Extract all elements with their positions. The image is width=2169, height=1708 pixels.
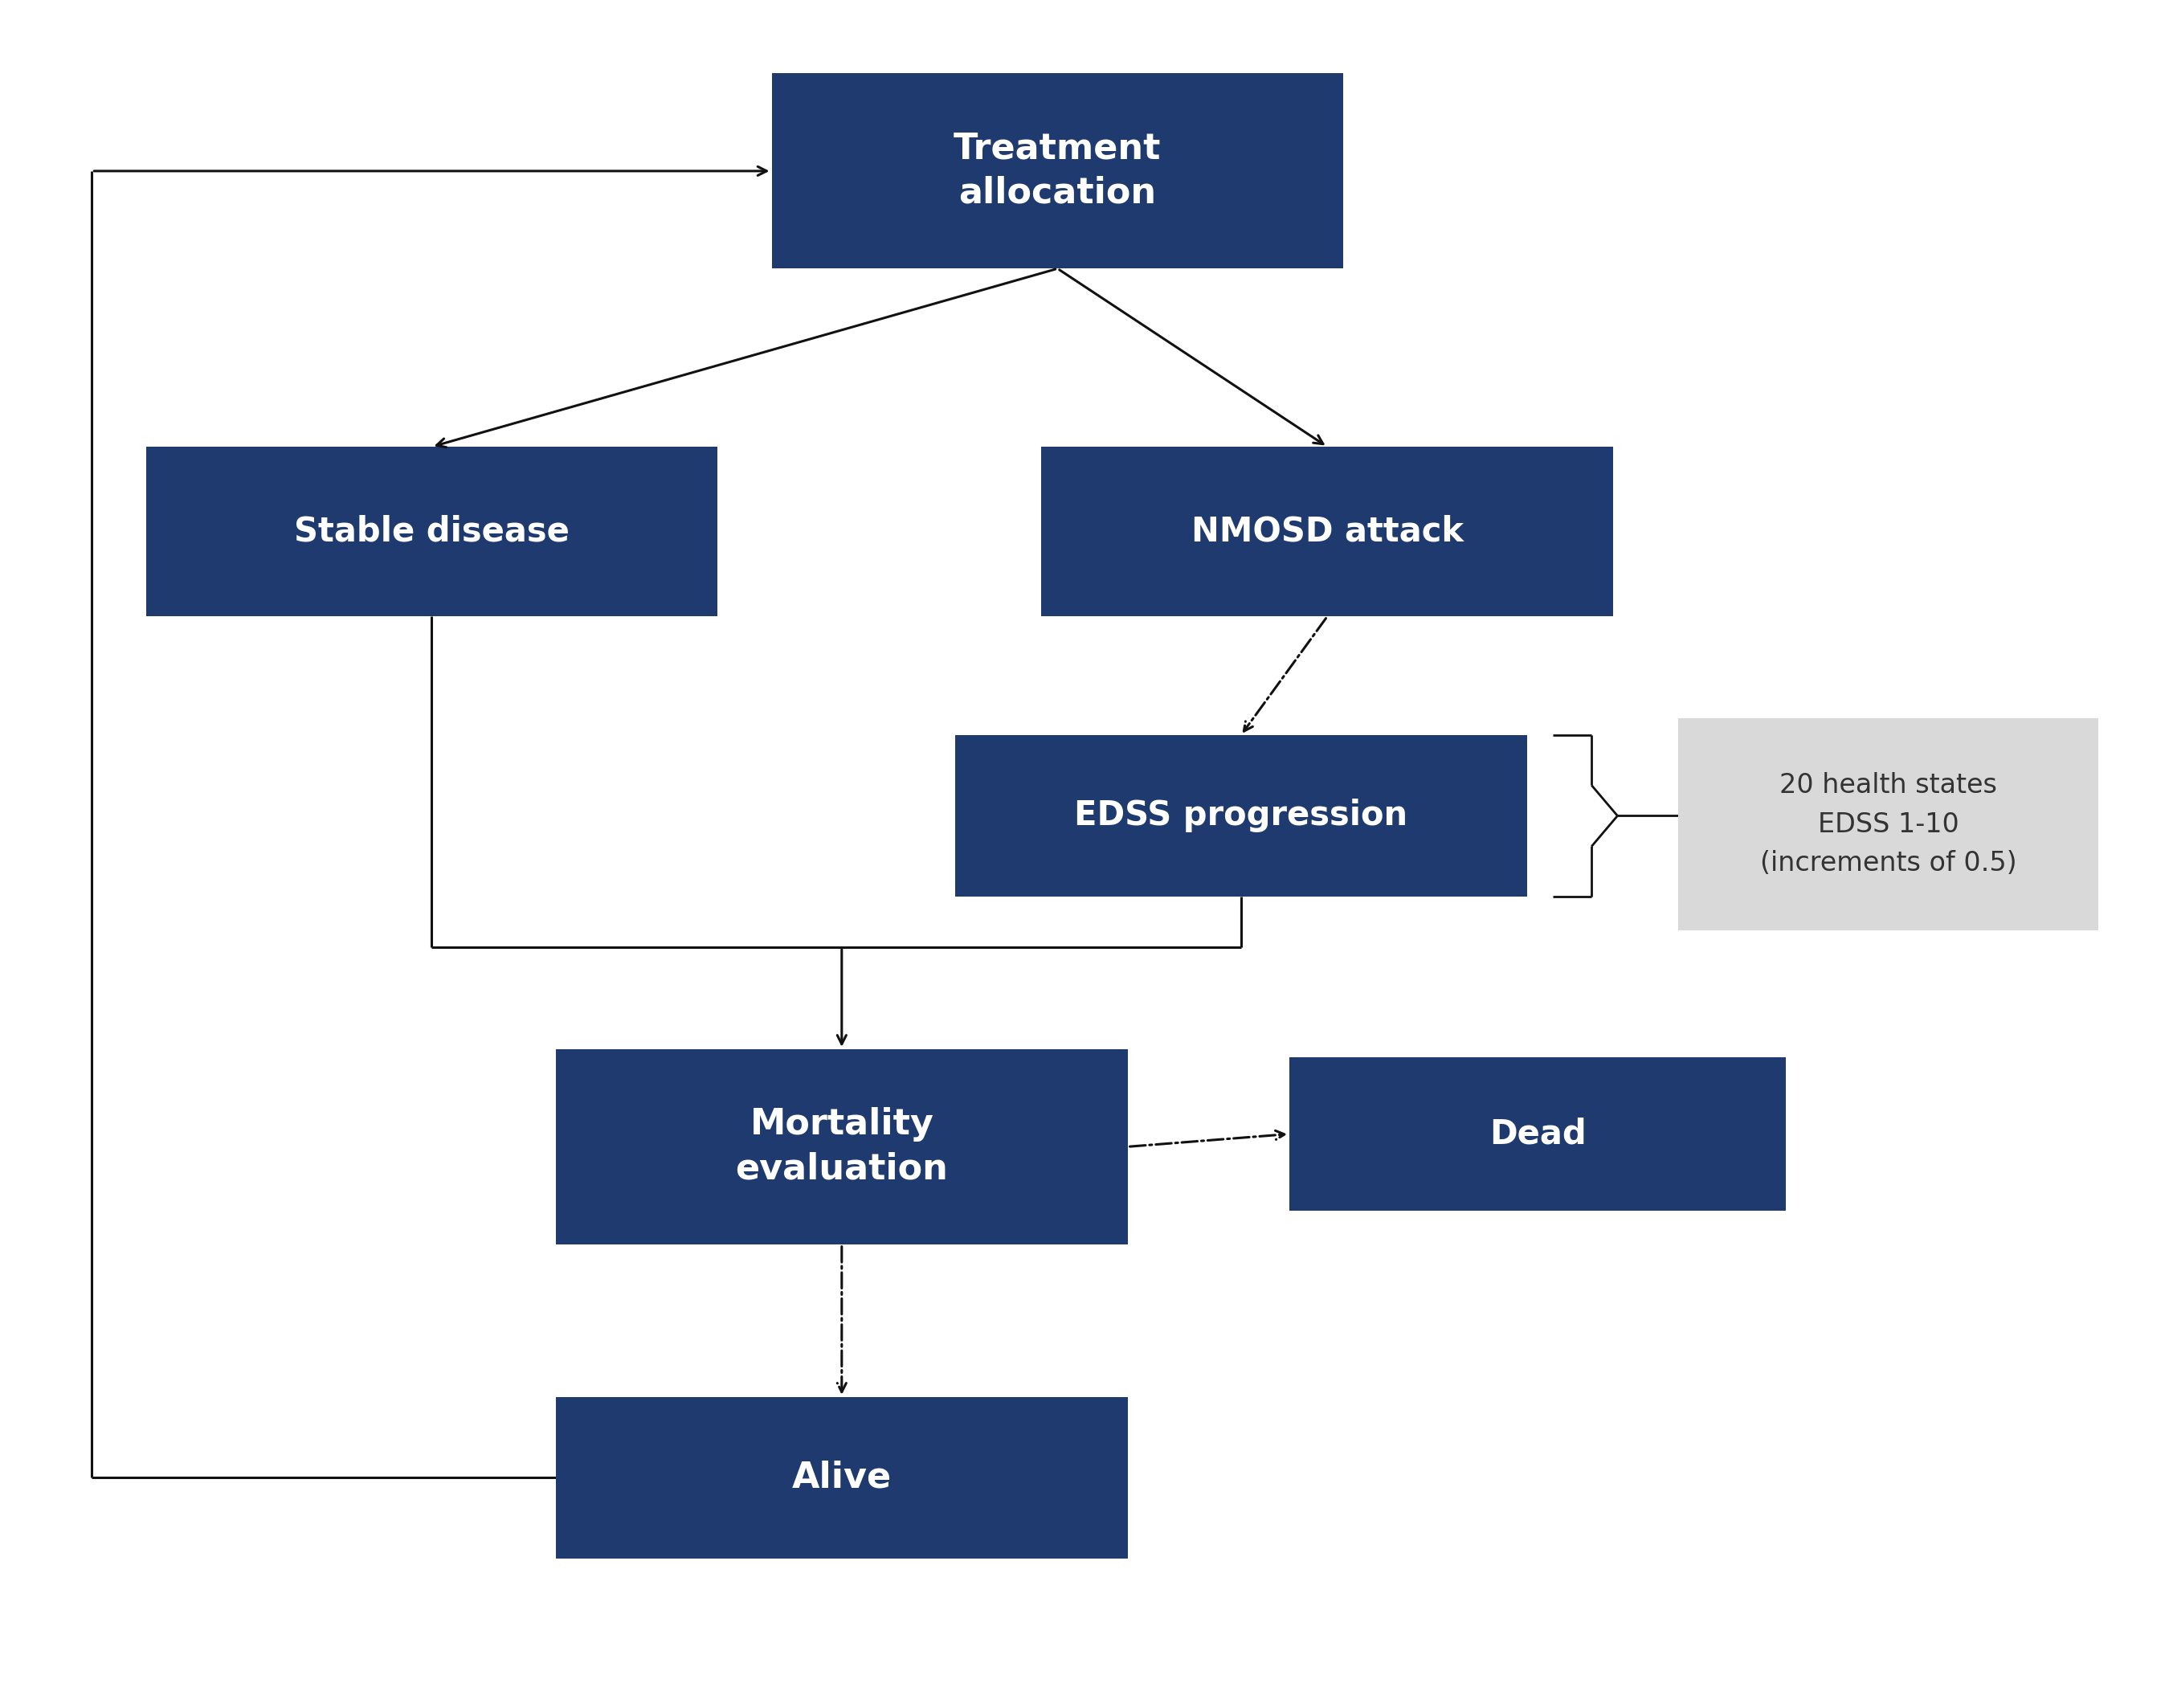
Text: 20 health states
EDSS 1-10
(increments of 0.5): 20 health states EDSS 1-10 (increments o… xyxy=(1759,772,2017,876)
FancyBboxPatch shape xyxy=(954,734,1527,897)
Text: Mortality
evaluation: Mortality evaluation xyxy=(735,1107,948,1185)
Text: EDSS progression: EDSS progression xyxy=(1074,799,1408,834)
FancyBboxPatch shape xyxy=(145,447,718,617)
FancyBboxPatch shape xyxy=(1679,719,2100,931)
FancyBboxPatch shape xyxy=(1291,1057,1785,1211)
Text: NMOSD attack: NMOSD attack xyxy=(1191,514,1464,548)
Text: Treatment
allocation: Treatment allocation xyxy=(954,132,1160,210)
Text: Alive: Alive xyxy=(792,1460,891,1494)
FancyBboxPatch shape xyxy=(555,1049,1128,1243)
Text: Stable disease: Stable disease xyxy=(295,514,570,548)
FancyBboxPatch shape xyxy=(1041,447,1614,617)
Text: Dead: Dead xyxy=(1490,1117,1586,1151)
FancyBboxPatch shape xyxy=(555,1397,1128,1558)
FancyBboxPatch shape xyxy=(772,73,1343,268)
